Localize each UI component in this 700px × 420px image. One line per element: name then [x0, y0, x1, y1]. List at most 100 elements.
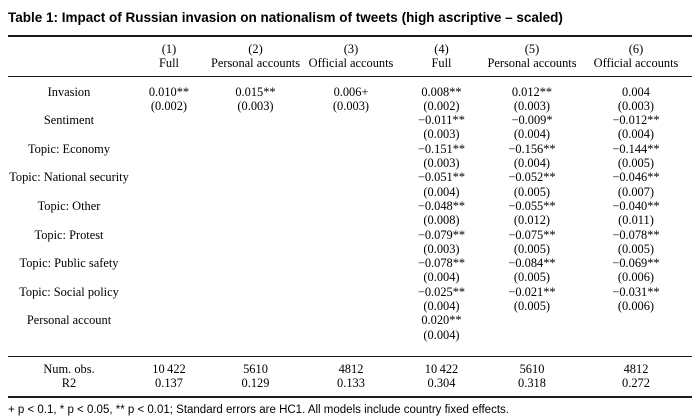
- coef-se: (0.005): [617, 241, 655, 256]
- column-label: Official accounts: [303, 56, 399, 77]
- row-label: Topic: Economy: [27, 141, 111, 156]
- coef-estimate: −0.011**: [418, 113, 465, 128]
- coef-estimate: 0.010**: [148, 84, 190, 99]
- fit-stat-value: 5610: [208, 355, 303, 377]
- coef-estimate: [303, 113, 399, 127]
- coef-estimate: [130, 313, 208, 327]
- column-number: (5): [484, 34, 580, 57]
- coef-estimate: −0.075**: [508, 227, 556, 242]
- coef-se: (0.005): [617, 156, 655, 171]
- table-header: (1) (2) (3) (4) (5) (6) Full Personal accounts O…: [8, 34, 692, 77]
- coef-se: [208, 185, 303, 199]
- fit-stat-value: 0.272: [580, 376, 692, 398]
- coef-se: [130, 213, 208, 227]
- fit-stat-value: 4812: [303, 355, 399, 377]
- coef-se: [208, 127, 303, 141]
- coef-se: (0.006): [617, 299, 655, 314]
- coef-se: [303, 299, 399, 313]
- coef-estimate: −0.040**: [612, 198, 660, 213]
- coef-estimate: [130, 113, 208, 127]
- coef-estimate: −0.144**: [612, 141, 660, 156]
- coef-se: [484, 328, 580, 357]
- coef-estimate: −0.021**: [508, 284, 556, 299]
- row-label: Topic: Social policy: [19, 284, 119, 299]
- coef-se: [130, 242, 208, 256]
- coef-se: (0.003): [332, 98, 370, 113]
- coef-se: (0.004): [423, 299, 460, 314]
- coef-se: [208, 213, 303, 227]
- coef-se: [130, 185, 208, 199]
- coef-se: (0.003): [513, 98, 551, 113]
- coefficients-body: Invasion 0.010** 0.015** 0.006+ 0.008** 0.012…: [8, 76, 692, 356]
- row-label: Topic: Public safety: [19, 256, 119, 271]
- coef-estimate: −0.069**: [612, 256, 660, 271]
- coef-estimate: −0.051**: [417, 170, 466, 185]
- coef-estimate: [580, 313, 692, 327]
- fit-stat-value: 0.318: [484, 376, 580, 398]
- coef-se: [303, 213, 399, 227]
- coef-se: (0.003): [423, 127, 460, 142]
- coef-se: [303, 185, 399, 199]
- coef-estimate: −0.078**: [612, 227, 660, 242]
- column-label: Official accounts: [580, 56, 692, 77]
- fit-statistics-body: Num. obs. 10 422 5610 4812 10 422 5610 4812 R2 0…: [8, 355, 692, 398]
- coef-estimate: [208, 256, 303, 270]
- header-spacer: [8, 56, 130, 77]
- coef-estimate: [484, 313, 580, 327]
- coef-estimate: [303, 313, 399, 327]
- row-label: Personal account: [26, 313, 112, 328]
- coef-estimate: −0.084**: [508, 256, 556, 271]
- row-label-spacer: [8, 299, 130, 313]
- row-label: Invasion: [47, 84, 91, 99]
- coef-se: (0.003): [423, 156, 460, 171]
- coef-se: (0.005): [513, 299, 551, 314]
- coef-estimate: [130, 170, 208, 184]
- column-number: (1): [130, 34, 208, 57]
- coef-estimate: −0.052**: [508, 170, 556, 185]
- coef-se: [208, 242, 303, 256]
- coef-estimate: [130, 256, 208, 270]
- coef-se: (0.008): [423, 213, 460, 228]
- coef-se: [303, 156, 399, 170]
- coef-estimate: −0.046**: [612, 170, 660, 185]
- coef-se: (0.004): [423, 184, 460, 199]
- coef-estimate: [130, 199, 208, 213]
- coef-estimate: [303, 199, 399, 213]
- coef-se: (0.004): [423, 327, 460, 342]
- row-label-spacer: [8, 99, 130, 113]
- coef-se: (0.005): [513, 184, 551, 199]
- row-label: Sentiment: [43, 113, 95, 128]
- coef-se: [208, 328, 303, 357]
- coef-se: [303, 328, 399, 357]
- coef-estimate: 0.008**: [421, 84, 462, 99]
- coef-estimate: −0.048**: [417, 198, 466, 213]
- coef-se: [130, 270, 208, 284]
- coef-se: [130, 127, 208, 141]
- coef-estimate: −0.012**: [612, 113, 660, 128]
- coef-estimate: −0.151**: [417, 141, 466, 156]
- coef-estimate: [303, 285, 399, 299]
- coef-estimate: −0.055**: [508, 198, 556, 213]
- coef-se: (0.004): [617, 127, 655, 142]
- coef-se: (0.006): [617, 270, 655, 285]
- row-label-spacer: [8, 270, 130, 284]
- coef-se: [208, 299, 303, 313]
- coef-se: [130, 156, 208, 170]
- row-label-spacer: [8, 242, 130, 256]
- coef-estimate: [303, 256, 399, 270]
- coef-estimate: [208, 285, 303, 299]
- coef-se: [303, 270, 399, 284]
- column-number: (4): [399, 34, 484, 57]
- coef-estimate: 0.006+: [333, 84, 369, 99]
- coef-se: [580, 328, 692, 357]
- coef-se: (0.002): [150, 98, 188, 113]
- fit-stat-label: R2: [8, 376, 130, 398]
- fit-stat-value: 5610: [484, 355, 580, 377]
- coef-estimate: 0.012**: [511, 84, 553, 99]
- column-number: (3): [303, 34, 399, 57]
- row-label: Topic: Protest: [34, 227, 104, 242]
- coef-estimate: [303, 142, 399, 156]
- coef-estimate: 0.020**: [421, 313, 462, 328]
- coef-se: (0.004): [513, 156, 551, 171]
- row-label-spacer: [8, 213, 130, 227]
